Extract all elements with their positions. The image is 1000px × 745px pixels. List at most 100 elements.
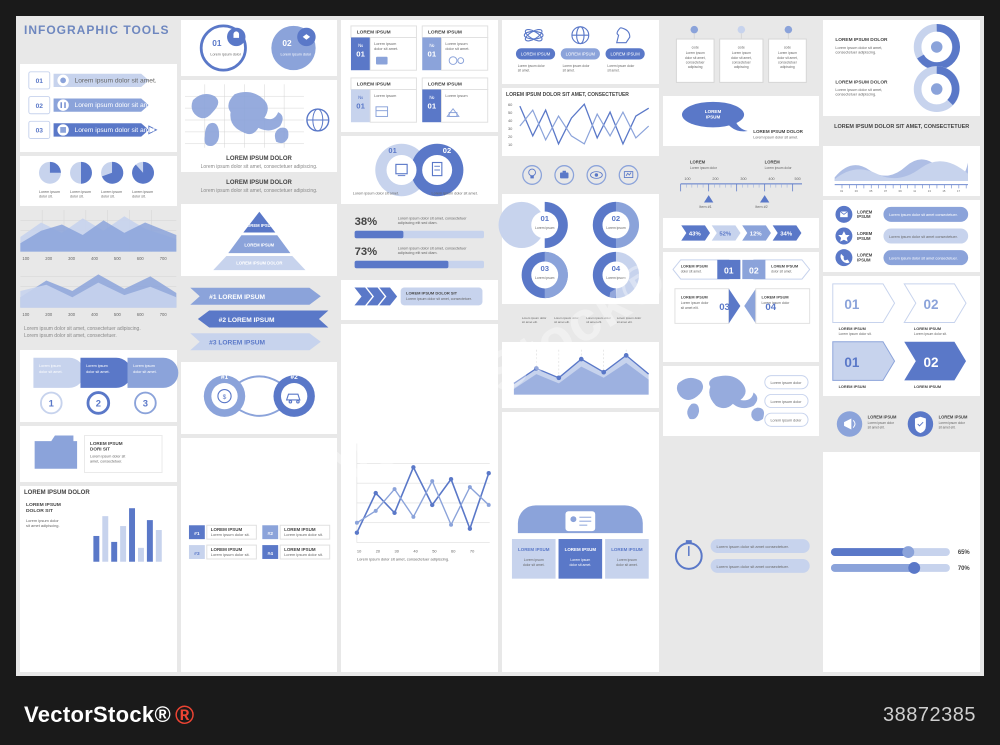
svg-text:03: 03 — [719, 302, 730, 313]
icon-row-4 — [502, 160, 659, 190]
svg-text:Lorem ipsum dolor sit.: Lorem ipsum dolor sit. — [914, 332, 947, 336]
arrow-list-3: #1 LOREM IPSUM #2 LOREM IPSUM #3 LOREM I… — [181, 280, 338, 358]
svg-text:52%: 52% — [719, 232, 732, 238]
svg-text:sit amet adipiscing.: sit amet adipiscing. — [26, 523, 60, 528]
svg-text:Lorem ipsum dolor sit amet, co: Lorem ipsum dolor sit amet, consectetuer — [398, 217, 468, 221]
svg-text:sit amet elit.: sit amet elit. — [680, 306, 698, 310]
svg-text:LOREM IPSUM: LOREM IPSUM — [839, 327, 866, 331]
area-chart-2: 100200300400500600700 — [20, 266, 177, 318]
svg-text:LOREM IPSUM: LOREM IPSUM — [566, 52, 596, 57]
svg-text:100: 100 — [22, 256, 30, 261]
svg-text:17: 17 — [957, 189, 961, 193]
grid-4-labels: #1 LOREM IPSUMLorem ipsum dolor sit. #2 … — [181, 438, 338, 672]
svg-text:200: 200 — [45, 256, 53, 261]
svg-text:700: 700 — [160, 256, 168, 261]
svg-text:70: 70 — [470, 549, 475, 554]
svg-text:30: 30 — [508, 126, 513, 131]
svg-text:200: 200 — [45, 312, 53, 317]
svg-text:dolor sit amet.: dolor sit amet. — [771, 269, 792, 273]
svg-text:LOREM IPSUM: LOREM IPSUM — [914, 327, 941, 331]
svg-text:60: 60 — [451, 549, 456, 554]
svg-text:43%: 43% — [689, 232, 702, 238]
svg-text:70%: 70% — [958, 566, 971, 572]
svg-text:dolor sit amet.: dolor sit amet. — [570, 563, 592, 567]
svg-text:amet, consectetuer.: amet, consectetuer. — [90, 459, 122, 463]
svg-text:Lorem ipsum: Lorem ipsum — [535, 276, 555, 280]
svg-text:LOREM IPSUM: LOREM IPSUM — [611, 547, 643, 552]
folder-icon — [35, 436, 77, 469]
svg-text:01: 01 — [841, 189, 845, 193]
svg-text:dolor sit amet.: dolor sit amet. — [616, 563, 638, 567]
svg-text:40: 40 — [508, 118, 513, 123]
row-phone: LOREMIPSUM Lorem ipsum dolor sit amet co… — [836, 249, 969, 266]
tabbed-callouts-3: Lorem ipsumLorem ipsumLorem ipsum dolor … — [20, 350, 177, 422]
svg-text:Lorem ipsum dolor sit amet.: Lorem ipsum dolor sit amet. — [753, 135, 798, 139]
image-id: 38872385 — [883, 704, 976, 727]
progress-bars-2: 38% Lorem ipsum dolor sit amet, consecte… — [341, 208, 498, 276]
svg-text:№: № — [358, 95, 363, 101]
svg-text:20: 20 — [376, 549, 381, 554]
svg-text:LOREM IPSUM: LOREM IPSUM — [680, 295, 707, 299]
svg-text:Lorem ipsum dolor sit amet.: Lorem ipsum dolor sit amet. — [432, 191, 478, 195]
svg-text:LOREM: LOREM — [764, 159, 780, 164]
svg-text:500: 500 — [114, 312, 122, 317]
svg-text:Lorem ipsum dolor sit amet,: Lorem ipsum dolor sit amet, — [836, 46, 883, 50]
svg-text:#2 LOREM IPSUM: #2 LOREM IPSUM — [218, 317, 274, 324]
svg-text:Lorem ipsum dolor sit amet, co: Lorem ipsum dolor sit amet, consectetuer… — [406, 297, 472, 301]
infographic-sheet: INFOGRAPHIC TOOLS 01 Lorem ipsum dolor s… — [16, 16, 984, 676]
svg-text:dolor sit amet.: dolor sit amet. — [133, 370, 157, 374]
svg-text:sit amet elit.: sit amet elit. — [522, 320, 538, 324]
svg-text:02: 02 — [612, 214, 621, 223]
svg-text:dolor sit amet.: dolor sit amet. — [446, 47, 470, 51]
svg-text:adipiscing elit sed diam.: adipiscing elit sed diam. — [398, 251, 438, 255]
folder-callout: LOREM IPSUM DORI SIT Lorem ipsum dolor s… — [20, 426, 177, 482]
svg-text:Lorem ipsum dolor sit amet.: Lorem ipsum dolor sit amet. — [353, 191, 399, 195]
svg-text:dolor sit amet,: dolor sit amet, — [731, 56, 752, 60]
svg-text:Lorem ipsum: Lorem ipsum — [778, 51, 797, 55]
column-5: code Lorem ipsum dolor sit amet, consectetu… — [663, 20, 820, 672]
svg-text:code: code — [737, 45, 744, 49]
svg-text:60: 60 — [508, 102, 513, 107]
svg-text:200: 200 — [712, 177, 718, 181]
svg-text:Lorem ipsum dolor sit.: Lorem ipsum dolor sit. — [284, 532, 323, 537]
chevron-pairs-2x2: 01 LOREM IPSUMLorem ipsum dolor sit. 02 … — [823, 276, 980, 396]
svg-text:01: 01 — [540, 214, 549, 223]
svg-text:02: 02 — [924, 297, 939, 312]
id-badge-tabs: LOREM IPSUMLOREM IPSUMLOREM IPSUM Lorem … — [502, 412, 659, 672]
row-star: LOREMIPSUM Lorem ipsum dolor sit amet co… — [836, 228, 969, 245]
text-block-1: Lorem ipsum dolor sit amet, consectetuer… — [20, 322, 177, 346]
svg-text:Lorem ipsum dolor sit.: Lorem ipsum dolor sit. — [210, 532, 249, 537]
svg-text:65%: 65% — [958, 550, 971, 556]
donut-pair: LOREM IPSUM DOLORLOREM IPSUM DOLOR Lorem… — [823, 20, 980, 116]
svg-text:03: 03 — [855, 189, 859, 193]
svg-text:Lorem ipsum: Lorem ipsum — [617, 558, 637, 562]
svg-text:Lorem ipsum: Lorem ipsum — [133, 364, 155, 368]
svg-text:sit amet.: sit amet. — [607, 69, 619, 73]
svg-text:#4: #4 — [267, 551, 273, 557]
svg-text:300: 300 — [68, 256, 76, 261]
pie-row-4: Lorem ipsumLorem ipsumLorem ipsumLorem i… — [20, 156, 177, 206]
svg-text:09: 09 — [899, 189, 903, 193]
svg-text:01: 01 — [357, 50, 366, 59]
svg-text:Lorem ipsum: Lorem ipsum — [374, 94, 396, 98]
svg-text:code: code — [691, 45, 698, 49]
svg-text:sit amet.: sit amet. — [518, 69, 530, 73]
svg-text:400: 400 — [91, 312, 99, 317]
svg-text:LOREM IPSUM DOLOR: LOREM IPSUM DOLOR — [836, 37, 889, 43]
pct-arrows-4: 43% 52% 12% 34% — [663, 218, 820, 248]
timer-panel: Lorem ipsum dolor sit amet consectetuer.… — [663, 440, 820, 672]
svg-text:Lorem ipsum dolor: Lorem ipsum dolor — [770, 400, 802, 404]
svg-text:30: 30 — [395, 549, 400, 554]
column-4: LOREM IPSUM LOREM IPSUM LOREM IPSUM Lore… — [502, 20, 659, 672]
svg-text:Lorem ipsum dolor: Lorem ipsum dolor — [690, 166, 718, 170]
svg-text:dolor sit.: dolor sit. — [39, 194, 53, 198]
svg-text:adipiscing: adipiscing — [734, 65, 749, 69]
svg-text:01: 01 — [845, 355, 861, 370]
svg-text:LOREM IPSUM: LOREM IPSUM — [90, 441, 123, 446]
bell-icon — [233, 31, 239, 37]
svg-text:500: 500 — [114, 256, 122, 261]
svg-text:Lorem ipsum dolor sit.: Lorem ipsum dolor sit. — [839, 332, 872, 336]
svg-text:consectetuer: consectetuer — [686, 61, 706, 65]
knight-icon — [617, 28, 630, 43]
svg-text:#1: #1 — [221, 374, 229, 381]
